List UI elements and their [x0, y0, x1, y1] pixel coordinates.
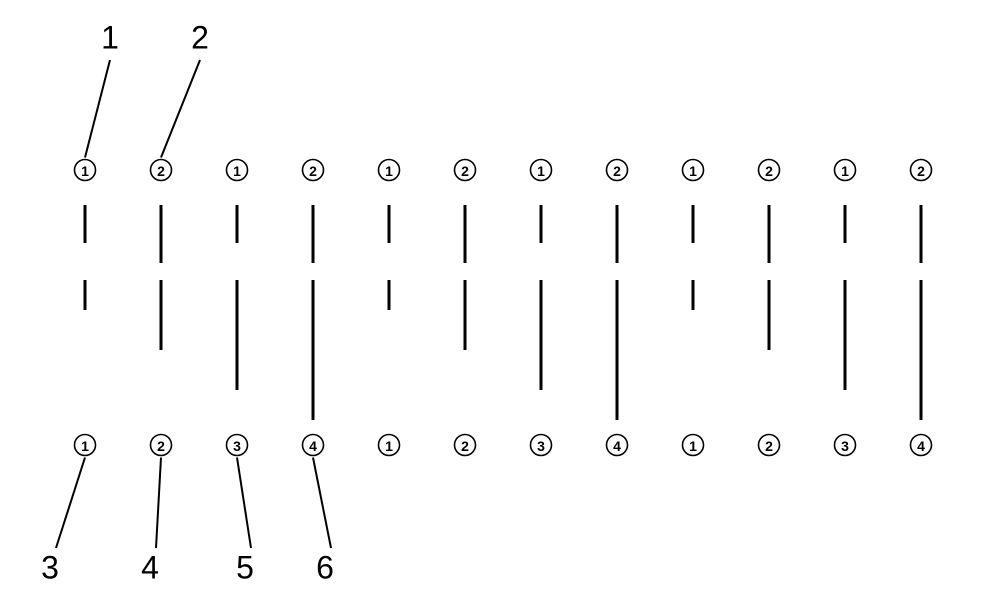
- bottom-circle-number: 2: [765, 438, 773, 454]
- top-circle-number: 2: [157, 163, 165, 179]
- callout-label-bottom: 6: [316, 549, 334, 585]
- top-circle-number: 2: [917, 163, 925, 179]
- bottom-circle-number: 1: [81, 438, 89, 454]
- callout-label-bottom: 4: [141, 549, 159, 585]
- callout-label-bottom: 3: [41, 549, 59, 585]
- bottom-circle-number: 1: [689, 438, 697, 454]
- leader-line-bottom: [313, 458, 331, 549]
- leader-line-bottom: [237, 458, 251, 549]
- bottom-circle-number: 3: [233, 438, 241, 454]
- bottom-circle-number: 4: [917, 438, 925, 454]
- leader-line-top: [161, 60, 200, 158]
- top-circle-number: 1: [81, 163, 89, 179]
- bottom-circle-number: 2: [461, 438, 469, 454]
- bottom-circle-number: 3: [841, 438, 849, 454]
- top-circle-number: 2: [765, 163, 773, 179]
- leader-line-top: [85, 60, 110, 158]
- bottom-circle-number: 1: [385, 438, 393, 454]
- callout-label-top: 2: [191, 19, 209, 55]
- bottom-circle-number: 4: [613, 438, 621, 454]
- top-circle-number: 1: [537, 163, 545, 179]
- top-circle-number: 2: [461, 163, 469, 179]
- leader-line-bottom: [56, 458, 85, 549]
- bottom-circle-number: 4: [309, 438, 317, 454]
- bottom-circle-number: 2: [157, 438, 165, 454]
- callout-label-top: 1: [101, 19, 119, 55]
- top-circle-number: 1: [385, 163, 393, 179]
- top-circle-number: 2: [613, 163, 621, 179]
- leader-line-bottom: [156, 458, 161, 549]
- top-circle-number: 1: [841, 163, 849, 179]
- diagram-root: 1 2 1 2 1 2 1 2 1 2 1 2 1 2 3 4 1 2 3 4 1 2 3 4 1 2 3 4 5 6: [0, 0, 1000, 602]
- bottom-circle-number: 3: [537, 438, 545, 454]
- callout-label-bottom: 5: [236, 549, 254, 585]
- top-circle-number: 2: [309, 163, 317, 179]
- top-circle-number: 1: [233, 163, 241, 179]
- top-circle-number: 1: [689, 163, 697, 179]
